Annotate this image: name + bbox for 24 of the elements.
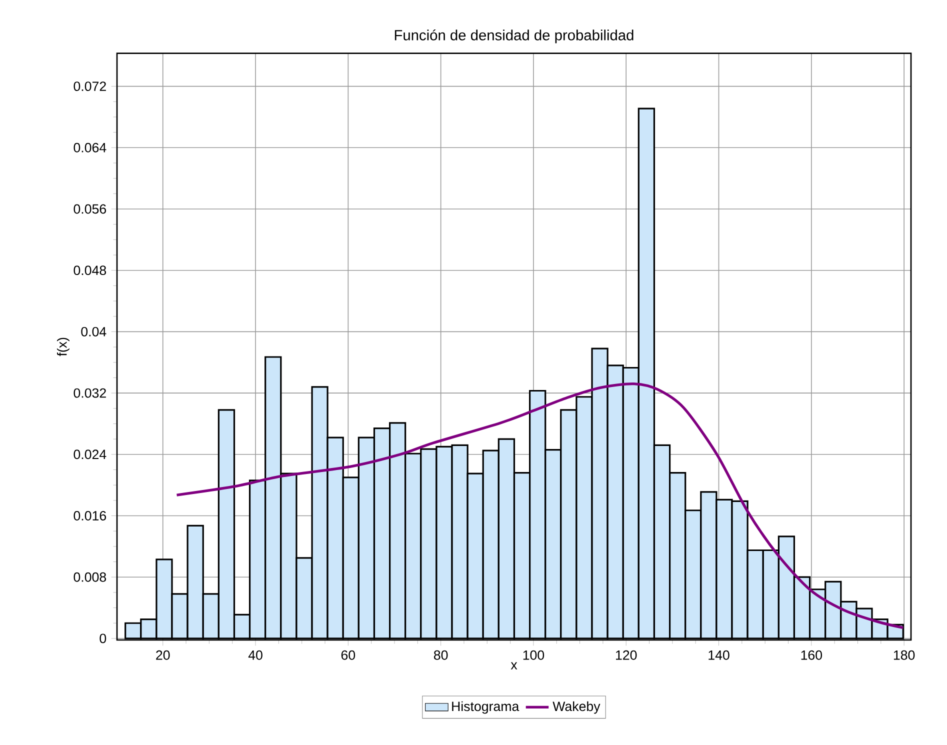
- x-tick-label: 100: [523, 650, 544, 660]
- x-tick-label: 120: [616, 650, 637, 660]
- x-tick-label: 160: [801, 650, 822, 660]
- chart-title: Función de densidad de probabilidad: [394, 29, 634, 44]
- y-tick-label: 0.04: [81, 326, 106, 336]
- y-tick-label: 0.016: [74, 511, 106, 520]
- y-tick-label: 0: [100, 634, 106, 644]
- x-tick-label: 140: [708, 650, 730, 660]
- x-tick-label: 20: [156, 650, 170, 660]
- y-tick-label: 0.032: [74, 388, 106, 398]
- y-tick-label: 0.048: [74, 266, 106, 276]
- x-tick-label: 40: [248, 650, 262, 660]
- legend-label: Wakeby: [552, 701, 600, 714]
- y-tick-label: 0.064: [74, 142, 106, 152]
- x-tick-label: 80: [434, 650, 448, 660]
- y-axis-title: f(x): [56, 338, 70, 356]
- y-tick-label: 0.056: [74, 204, 106, 214]
- x-tick-label: 60: [341, 650, 356, 660]
- x-tick-label: 180: [894, 650, 915, 660]
- y-tick-label: 0.024: [74, 450, 106, 460]
- y-tick-label: 0.008: [74, 572, 106, 582]
- x-axis-title: x: [510, 662, 518, 670]
- legend-label: Histograma: [452, 701, 520, 714]
- y-tick-label: 0.072: [74, 82, 106, 92]
